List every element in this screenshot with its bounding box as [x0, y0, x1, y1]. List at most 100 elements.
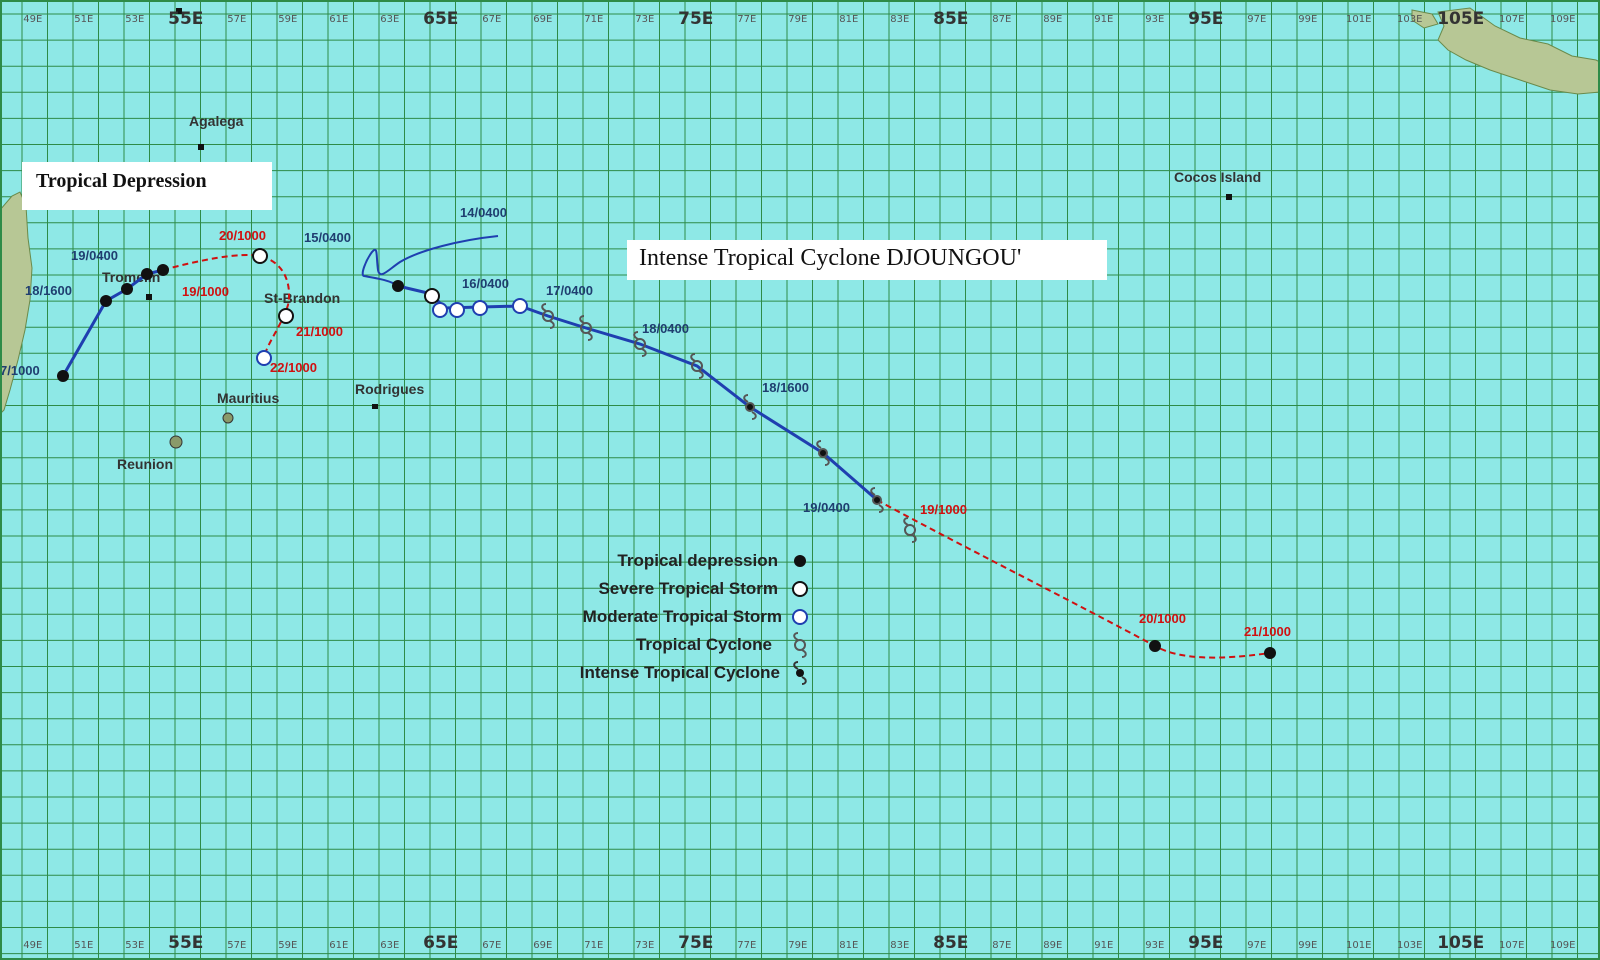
- cyclone-symbol: [541, 303, 555, 329]
- longitude-label: 107E: [1499, 14, 1524, 25]
- cyclone-symbol: [690, 353, 704, 379]
- longitude-label: 91E: [1094, 14, 1113, 25]
- place-cocos: Cocos Island: [1174, 169, 1261, 185]
- agalega-marker: [198, 144, 204, 150]
- longitude-label: 51E: [74, 14, 93, 25]
- mauritius-marker: [222, 412, 234, 424]
- longitude-major-label: 95E: [1188, 9, 1223, 29]
- td-forecast-sts: [252, 248, 268, 264]
- legend-symbol-itc: [793, 661, 807, 685]
- land-java: [1411, 7, 1600, 95]
- longitude-label: 99E: [1298, 14, 1317, 25]
- label-17-0400: 17/0400: [546, 283, 593, 298]
- longitude-label: 97E: [1247, 14, 1266, 25]
- top-island-marker: [176, 8, 182, 14]
- place-st-brandon: St-Brandon: [264, 290, 340, 306]
- longitude-label: 59E: [278, 940, 297, 951]
- longitude-label: 69E: [533, 14, 552, 25]
- longitude-label: 77E: [737, 940, 756, 951]
- longitude-major-label: 95E: [1188, 933, 1223, 953]
- longitude-label: 87E: [992, 14, 1011, 25]
- longitude-label: 49E: [23, 940, 42, 951]
- longitude-label: 81E: [839, 14, 858, 25]
- legend: Tropical depression Severe Tropical Stor…: [580, 551, 808, 685]
- longitude-major-label: 75E: [678, 933, 713, 953]
- label-19-0400-itc: 19/0400: [803, 500, 850, 515]
- cyclone-symbol: [579, 315, 593, 341]
- longitude-label: 57E: [227, 940, 246, 951]
- cyclone-symbol: [903, 517, 917, 543]
- longitude-label: 89E: [1043, 14, 1062, 25]
- longitude-label: 71E: [584, 940, 603, 951]
- longitude-label: 109E: [1550, 14, 1575, 25]
- rodrigues-marker: [372, 404, 378, 409]
- label-14-0400: 14/0400: [460, 205, 507, 220]
- tropical-depression-title: Tropical Depression: [22, 162, 272, 210]
- longitude-label: 97E: [1247, 940, 1266, 951]
- longitude-major-label: 55E: [168, 933, 203, 953]
- td-point: [141, 268, 153, 280]
- itc-mts-point: [432, 302, 448, 318]
- place-agalega: Agalega: [189, 113, 244, 129]
- longitude-label: 103E: [1397, 940, 1422, 951]
- longitude-label: 103E: [1397, 14, 1422, 25]
- td-point: [121, 283, 133, 295]
- label-16-0400: 16/0400: [462, 276, 509, 291]
- land-madagascar: [0, 191, 33, 415]
- longitude-label: 93E: [1145, 14, 1164, 25]
- legend-label-itc: Intense Tropical Cyclone: [580, 663, 780, 682]
- reunion-marker: [169, 435, 183, 449]
- tromelin-marker: [146, 294, 152, 300]
- itc-loop: [361, 235, 499, 287]
- label-18-1600: 18/1600: [762, 380, 809, 395]
- place-rodrigues: Rodrigues: [355, 381, 424, 397]
- longitude-label: 69E: [533, 940, 552, 951]
- td-forecast-sts: [278, 308, 294, 324]
- longitude-major-label: 75E: [678, 9, 713, 29]
- itc-mts-point: [449, 302, 465, 318]
- legend-symbol-tc: [793, 632, 807, 658]
- longitude-major-label: 65E: [423, 933, 458, 953]
- intense-cyclone-title: Intense Tropical Cyclone DJOUNGOU': [627, 240, 1107, 280]
- cyclone-symbol: [633, 331, 647, 357]
- label-21-1000-itc: 21/1000: [1244, 624, 1291, 639]
- longitude-label: 101E: [1346, 14, 1371, 25]
- place-reunion: Reunion: [117, 456, 173, 472]
- label-18-1600-td: 18/1600: [25, 283, 72, 298]
- longitude-label: 93E: [1145, 940, 1164, 951]
- longitude-label: 101E: [1346, 940, 1371, 951]
- td-point: [57, 370, 69, 382]
- itc-mts-point: [512, 298, 528, 314]
- legend-label-td: Tropical depression: [617, 551, 778, 570]
- legend-symbol-mts: [792, 609, 808, 625]
- longitude-label: 71E: [584, 14, 603, 25]
- label-18-0400: 18/0400: [642, 321, 689, 336]
- longitude-label: 49E: [23, 14, 42, 25]
- longitude-label: 59E: [278, 14, 297, 25]
- legend-label-mts: Moderate Tropical Storm: [583, 607, 782, 626]
- label-19-1000-itc: 19/1000: [920, 502, 967, 517]
- itc-sts-point: [424, 288, 440, 304]
- intense-cyclone-symbol: [816, 440, 830, 466]
- label-22-1000-td: 22/1000: [270, 360, 317, 375]
- itc-forecast-td: [1149, 640, 1161, 652]
- longitude-label: 53E: [125, 940, 144, 951]
- itc-track-forecast: [876, 499, 1271, 659]
- longitude-label: 79E: [788, 940, 807, 951]
- intense-cyclone-symbol: [870, 487, 884, 513]
- td-point: [100, 295, 112, 307]
- td-track-forecast: [162, 253, 290, 359]
- legend-label-tc: Tropical Cyclone: [636, 635, 772, 654]
- longitude-label: 107E: [1499, 940, 1524, 951]
- longitude-major-label: 105E: [1437, 933, 1484, 953]
- longitude-labels: 49E 49E 51E 51E 53E 53E 55E 55E 57E 57E 59E 59E 61E 6…: [23, 9, 1575, 953]
- td-forecast-mts: [256, 350, 272, 366]
- longitude-label: 73E: [635, 14, 654, 25]
- longitude-label: 89E: [1043, 940, 1062, 951]
- longitude-label: 67E: [482, 940, 501, 951]
- cyclone-symbols: [541, 303, 917, 543]
- longitude-label: 67E: [482, 14, 501, 25]
